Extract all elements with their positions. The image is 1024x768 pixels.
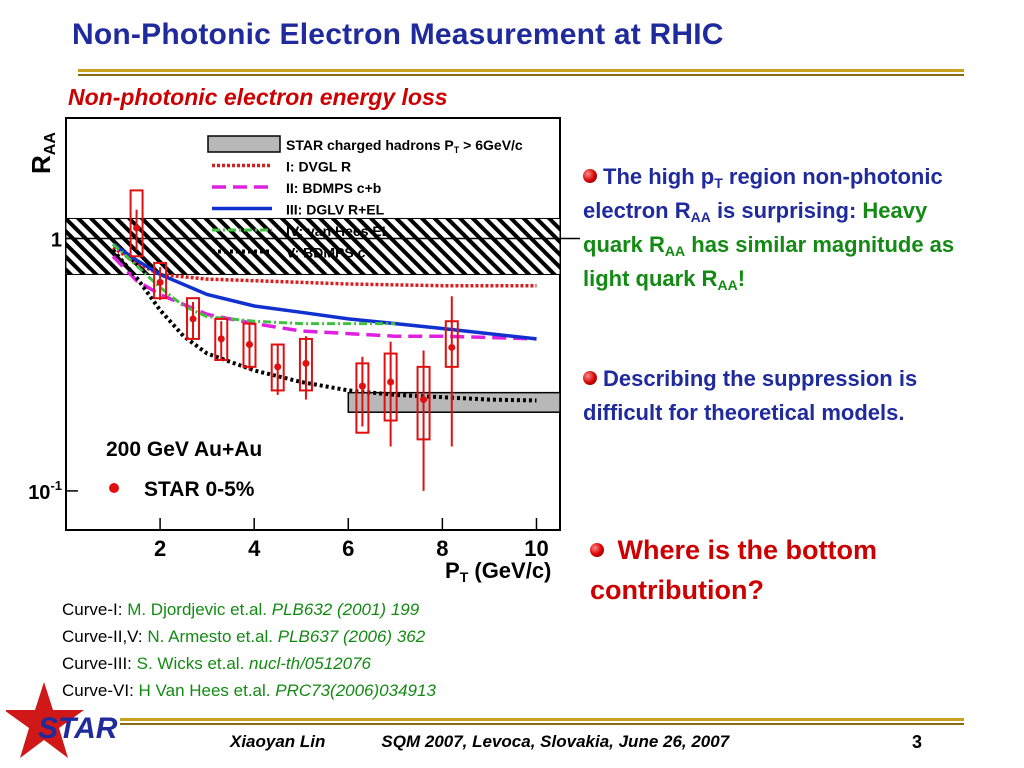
reference-journal: nucl-th/0512076 <box>249 654 371 673</box>
footer-rule-shadow <box>120 723 964 725</box>
bullet-icon <box>590 542 604 557</box>
data-point <box>448 343 456 351</box>
data-point <box>274 363 282 371</box>
data-point <box>217 335 225 343</box>
bullet-1-sub-aa-2: AA <box>664 243 686 259</box>
plot-frame <box>65 117 561 531</box>
references-list: Curve-I: M. Djordjevic et.al. PLB632 (20… <box>62 596 436 704</box>
legend-label-bdmps_c: V: BDMPS c <box>286 245 366 261</box>
reference-author: M. Djordjevic et.al. <box>127 600 272 619</box>
marker-legend-dot <box>109 483 119 493</box>
x-tick-label: 6 <box>342 536 354 561</box>
curve-vanhees <box>111 242 396 326</box>
legend-label-dvgl: I: DVGL R <box>286 159 351 175</box>
logo-text: STAR <box>38 712 118 745</box>
system-label: 200 GeV Au+Au <box>106 438 262 461</box>
footer-author: Xiaoyan Lin <box>230 732 326 751</box>
reference-label: Curve-I: <box>62 600 128 619</box>
slide-title: Non-Photonic Electron Measurement at RHI… <box>72 18 724 51</box>
bullet-1-text-e: has similar magnitude as light quark R <box>583 232 955 291</box>
bullet-1-text-f: ! <box>737 266 746 291</box>
bullet-1-text-c: is surprising: <box>710 198 863 223</box>
x-tick-label: 2 <box>154 536 166 561</box>
star-logo: STAR <box>6 682 118 758</box>
y-axis-label-sub: AA <box>42 132 59 156</box>
reference-item: Curve-VI: H Van Hees et.al. PRC73(2006)0… <box>62 677 436 704</box>
reference-label: Curve-VI: <box>62 681 139 700</box>
bullet-1-text-a: The high p <box>603 164 715 189</box>
bullet-1-text-b: region non-photonic electron R <box>583 164 943 223</box>
legend-label-tail: > 6GeV/c <box>459 137 523 153</box>
curve-bdmps_cb <box>111 255 537 341</box>
y-tick-label: 1 <box>51 229 62 251</box>
data-point <box>420 396 428 404</box>
curve-dvgl <box>112 246 537 288</box>
data-point <box>387 378 395 386</box>
title-rule <box>78 69 964 72</box>
x-axis-label-sub: T <box>460 569 469 585</box>
x-axis-label-unit: (GeV/c) <box>468 558 551 583</box>
bullet-surprising: The high pT region non-photonic electron… <box>583 160 993 296</box>
bullet-1-sub-aa: AA <box>690 209 711 225</box>
bullet-1-sub-aa-3: AA <box>717 277 738 293</box>
x-tick-label: 4 <box>248 536 261 561</box>
reference-item: Curve-III: S. Wicks et.al. nucl-th/05120… <box>62 650 436 677</box>
data-point <box>133 224 141 232</box>
reference-item: Curve-I: M. Djordjevic et.al. PLB632 (20… <box>62 596 436 623</box>
bullet-2-text: Describing the suppression is difficult … <box>583 366 918 425</box>
reference-label: Curve-III: <box>62 654 137 673</box>
footer-text: Xiaoyan Lin SQM 2007, Levoca, Slovakia, J… <box>230 732 729 752</box>
curve-dglv <box>112 242 537 341</box>
reference-item: Curve-II,V: N. Armesto et.al. PLB637 (20… <box>62 623 436 650</box>
page-number: 3 <box>912 732 923 752</box>
reference-author: N. Armesto et.al. <box>147 627 278 646</box>
bullet-suppression: Describing the suppression is difficult … <box>583 362 993 430</box>
star-shape-icon <box>6 682 84 758</box>
legend-label-dglv: III: DGLV R+EL <box>286 202 385 218</box>
data-point <box>302 359 310 367</box>
data-point <box>189 315 197 323</box>
footer-event: SQM 2007, Levoca, Slovakia, June 26, 200… <box>381 732 730 751</box>
legend-label-vanhees: IV: van Hees EL <box>286 223 391 239</box>
marker-label: STAR 0-5% <box>144 478 255 501</box>
x-tick-label: 10 <box>524 536 548 561</box>
legend-label-bdmps_cb: II: BDMPS c+b <box>286 180 381 196</box>
data-sys-box <box>214 317 229 361</box>
y-tick-label: 10-1 <box>28 478 62 504</box>
hatched-band-unity <box>65 217 561 275</box>
title-rule-shadow <box>78 74 964 76</box>
bullet-1-sub-t: T <box>714 175 723 191</box>
x-tick-label: 8 <box>436 536 448 561</box>
legend-label-sub: T <box>454 145 460 155</box>
reference-journal: PLB637 (2006) 362 <box>277 627 426 646</box>
legend-swatch-hadrons <box>207 135 281 153</box>
bullet-1-text-d: Heavy quark R <box>583 198 928 257</box>
reference-author: S. Wicks et.al. <box>136 654 250 673</box>
data-point <box>156 278 164 286</box>
bullet-3-text: Where is the bottom contribution? <box>590 535 878 605</box>
footer-rule <box>120 718 964 721</box>
hadron-band <box>347 391 561 413</box>
reference-journal: PRC73(2006)034913 <box>275 681 436 700</box>
bullet-icon <box>583 371 597 386</box>
data-point <box>245 341 253 349</box>
y-tick-exponent: -1 <box>50 478 62 493</box>
bullet-icon <box>583 169 597 184</box>
reference-author: H Van Hees et.al. <box>138 681 276 700</box>
data-point <box>358 382 366 390</box>
data-sys-box <box>129 189 144 258</box>
bullet-bottom-question: Where is the bottom contribution? <box>590 530 990 610</box>
legend-label-hadrons: STAR charged hadrons PT > 6GeV/c <box>286 137 523 155</box>
subtitle: Non-photonic electron energy loss <box>68 84 448 110</box>
reference-label: Curve-II,V: <box>62 627 148 646</box>
reference-journal: PLB632 (2001) 199 <box>271 600 420 619</box>
